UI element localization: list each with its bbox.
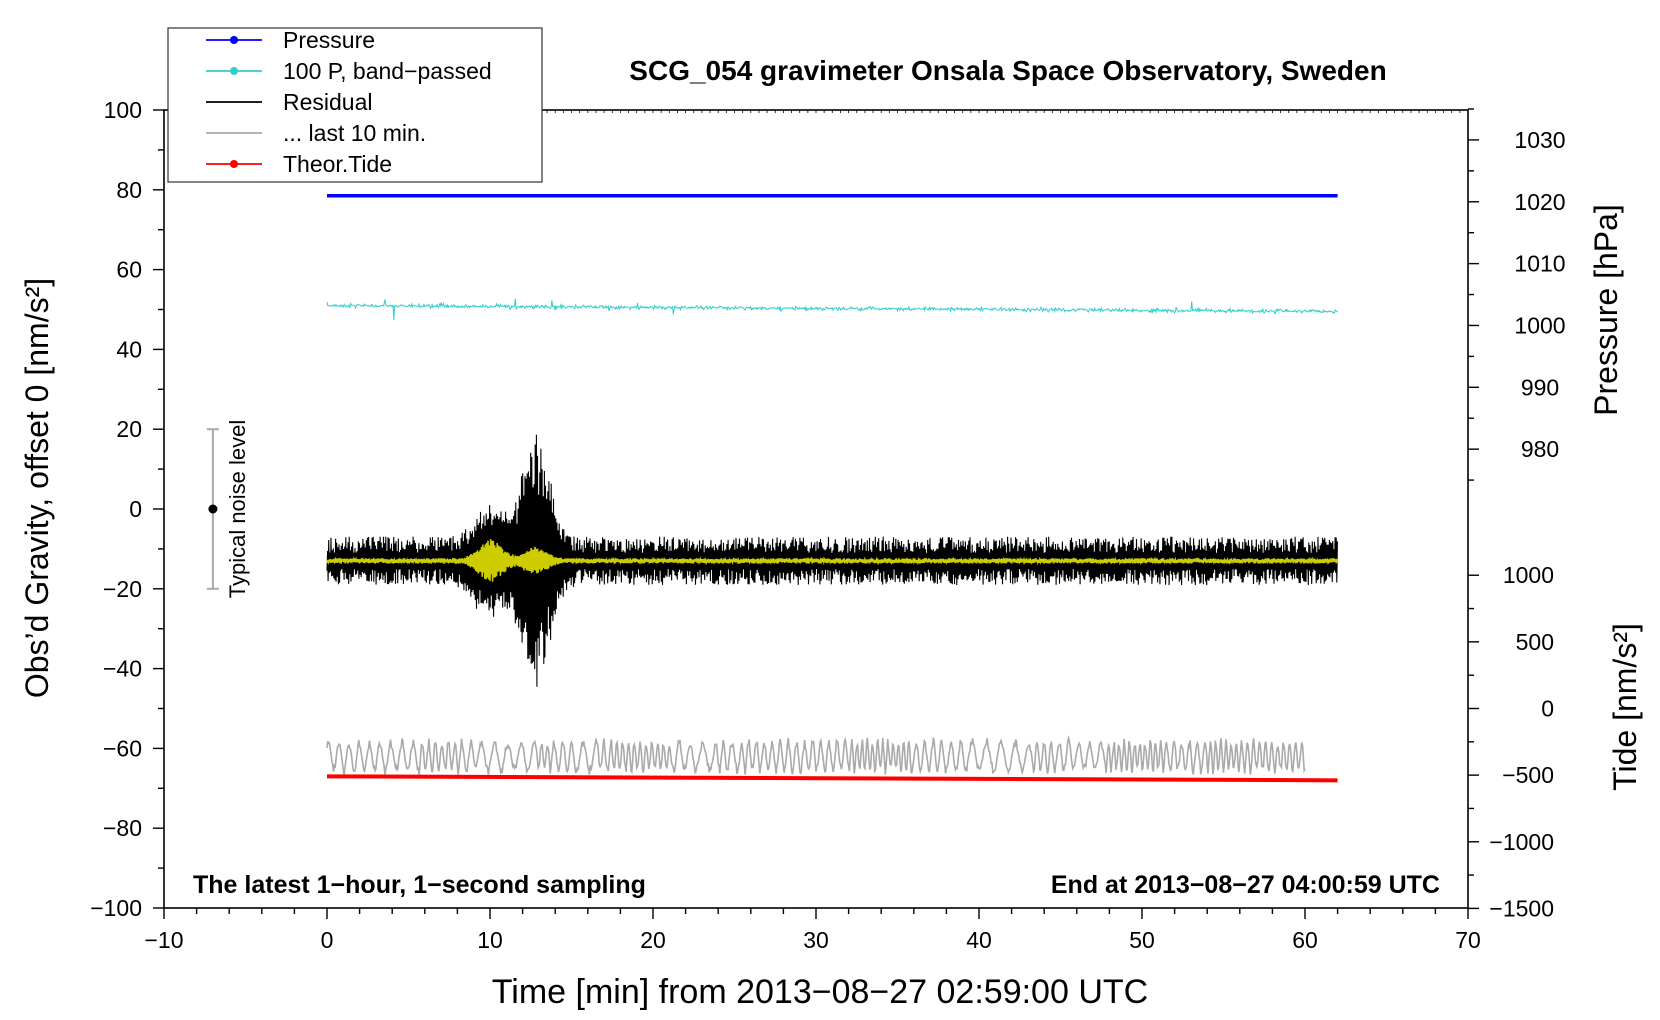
tide-tick-label: −500 — [1502, 762, 1554, 788]
y-axis-pressure: 1030 1020 1010 1000 990 980 — [1468, 108, 1566, 481]
tide-tick-label: −1500 — [1489, 895, 1554, 921]
legend-marker — [230, 67, 238, 75]
x-tick-label: 50 — [1129, 927, 1155, 953]
x-tick-label: 30 — [803, 927, 829, 953]
x-tick-label: 20 — [640, 927, 666, 953]
series-theor-tide — [326, 774, 1338, 783]
tide-tick-label: 0 — [1541, 696, 1554, 722]
annotation-right: End at 2013−08−27 04:00:59 UTC — [1051, 871, 1440, 899]
x-tick-label: 10 — [477, 927, 503, 953]
legend-marker — [230, 160, 238, 168]
series-pressure-bandpassed — [326, 298, 1338, 321]
tide-tick-label: −1000 — [1489, 829, 1554, 855]
legend-label: Pressure — [283, 27, 375, 53]
plot-frame — [163, 109, 1469, 909]
series-residual — [326, 434, 1338, 687]
series-last-10-min — [326, 735, 1306, 776]
y-tick-label: 0 — [129, 496, 142, 522]
y-tick-label: −20 — [103, 576, 142, 602]
chart-title: SCG_054 gravimeter Onsala Space Observat… — [629, 55, 1386, 86]
y-axis-left: 100 80 60 40 20 0 −20 −40 −60 −80 −100 — [90, 97, 164, 921]
x-tick-label: −10 — [144, 927, 183, 953]
y-tick-label: 20 — [116, 416, 142, 442]
pressure-tick-label: 1030 — [1514, 127, 1565, 153]
y-tick-label: 100 — [104, 97, 142, 123]
x-axis-label: Time [min] from 2013−08−27 02:59:00 UTC — [492, 973, 1148, 1011]
y-axis-pressure-label: Pressure [hPa] — [1588, 204, 1624, 416]
x-tick-label: 0 — [321, 927, 334, 953]
legend-label: ... last 10 min. — [283, 120, 426, 146]
pressure-tick-label: 1020 — [1514, 189, 1565, 215]
x-tick-label: 70 — [1455, 927, 1481, 953]
legend-label: 100 P, band−passed — [283, 58, 492, 84]
noise-dot — [208, 504, 218, 514]
pressure-tick-label: 1000 — [1514, 312, 1565, 338]
y-tick-label: −60 — [103, 735, 142, 761]
y-axis-left-label: Obs’d Gravity, offset 0 [nm/s²] — [19, 278, 55, 698]
noise-indicator: Typical noise level — [206, 420, 250, 599]
x-tick-label: 60 — [1292, 927, 1318, 953]
y-tick-label: −100 — [90, 895, 142, 921]
pressure-tick-label: 990 — [1521, 374, 1559, 400]
pressure-tick-label: 1010 — [1514, 251, 1565, 277]
annotation-left: The latest 1−hour, 1−second sampling — [193, 871, 646, 899]
y-tick-label: 40 — [116, 336, 142, 362]
axes-frame — [163, 109, 1469, 909]
plot-series — [326, 194, 1339, 783]
y-tick-label: 80 — [116, 177, 142, 203]
x-tick-label: 40 — [966, 927, 992, 953]
y-axis-tide-label: Tide [nm/s²] — [1607, 623, 1643, 791]
y-axis-tide: 1000 500 0 −500 −1000 −1500 — [1468, 562, 1554, 921]
legend: Pressure 100 P, band−passed Residual ... la… — [167, 27, 543, 183]
tide-tick-label: 1000 — [1503, 562, 1554, 588]
noise-label: Typical noise level — [225, 420, 250, 599]
y-tick-label: −80 — [103, 815, 142, 841]
legend-label: Theor.Tide — [283, 151, 392, 177]
series-residual-smoothed — [326, 539, 1339, 582]
legend-marker — [230, 36, 238, 44]
x-axis: −10 0 10 20 30 40 50 60 70 — [144, 110, 1481, 953]
legend-label: Residual — [283, 89, 373, 115]
y-tick-label: −40 — [103, 656, 142, 682]
y-tick-label: 60 — [116, 257, 142, 283]
legend-box — [167, 27, 543, 183]
tide-tick-label: 500 — [1516, 629, 1554, 655]
pressure-tick-label: 980 — [1521, 436, 1559, 462]
